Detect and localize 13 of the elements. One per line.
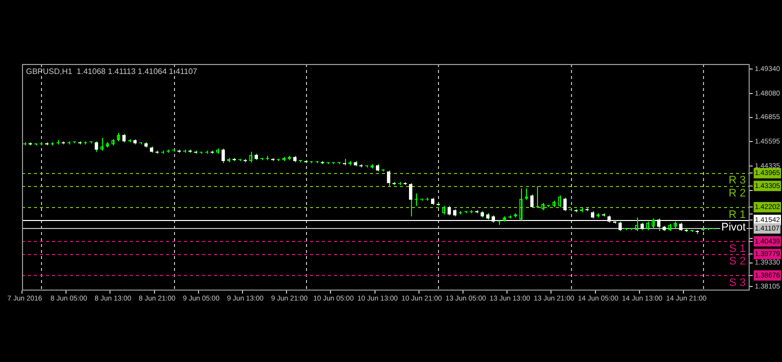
ref-line-label: R 1 [728, 208, 746, 221]
candlestick [222, 148, 225, 164]
candlestick [386, 170, 390, 187]
ref-line-label: S 3 [729, 276, 746, 289]
chart-title: GBPUSD,H1 1.41068 1.41113 1.41064 1.41107 [26, 67, 198, 76]
ref-line-label: S 2 [729, 256, 746, 268]
ref-line-label: Pivot [721, 222, 746, 234]
ref-line-label: R 3 [728, 174, 746, 187]
candlestick [530, 194, 534, 209]
ref-line-label: S 1 [729, 242, 746, 255]
candlestick [448, 205, 451, 216]
candlestick [409, 182, 412, 217]
ref-line-label: R 2 [728, 187, 746, 200]
